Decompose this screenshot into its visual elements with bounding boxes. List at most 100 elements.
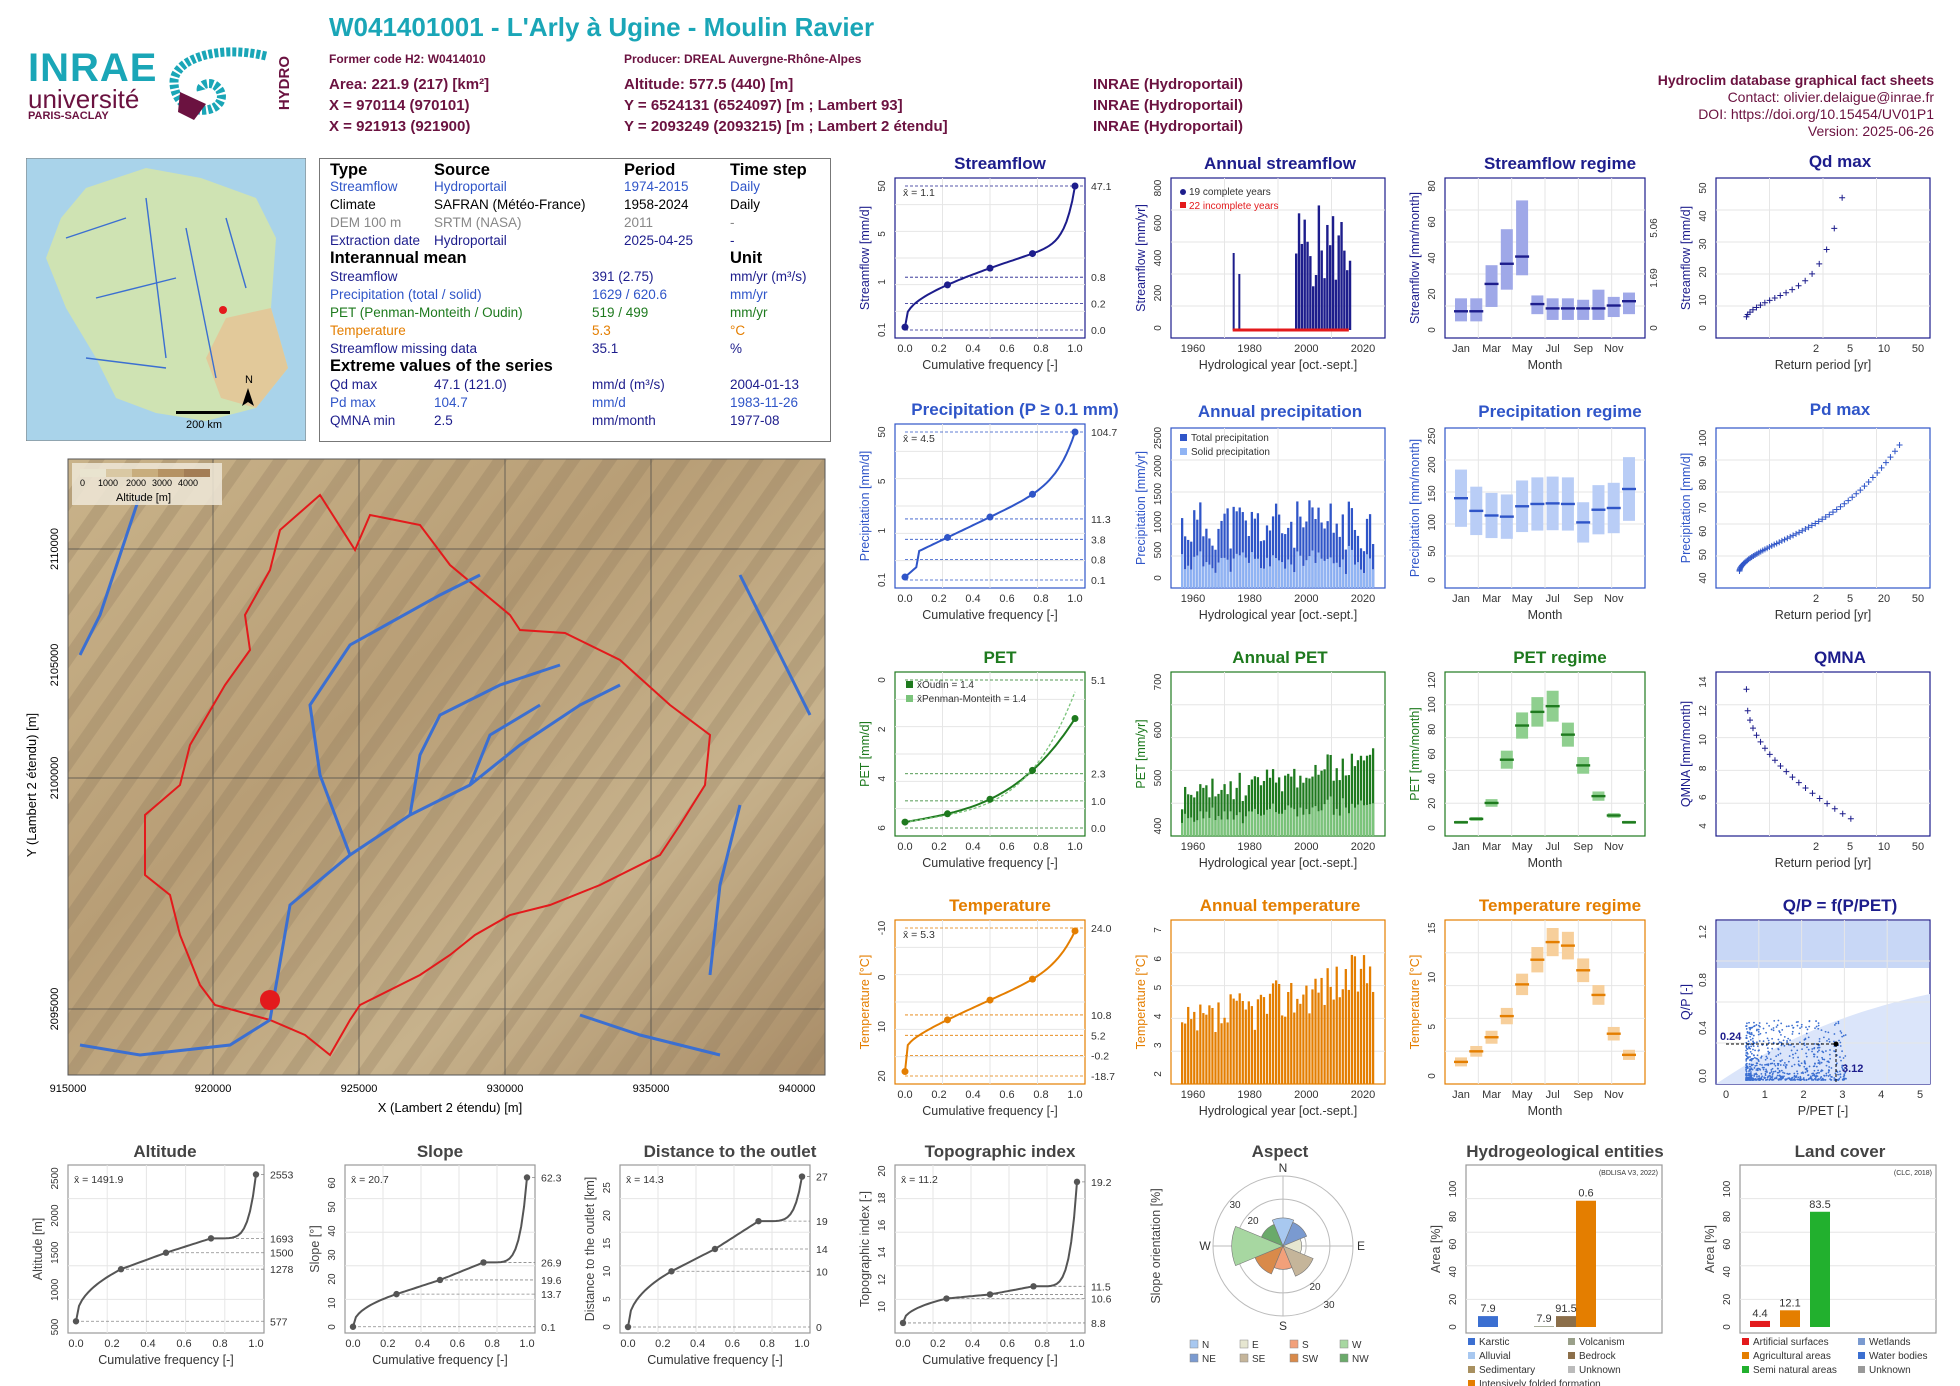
scatter-point [1827, 1071, 1830, 1074]
year-bar [1232, 799, 1235, 836]
legend-label: Unknown [1579, 1365, 1621, 1376]
y-tick: 20 [1722, 1293, 1733, 1305]
rose-sector [1261, 1224, 1284, 1247]
year-bar [1181, 809, 1184, 836]
scatter-point [1776, 1024, 1779, 1027]
scatter-point [1759, 1032, 1762, 1035]
x-axis-label: Cumulative frequency [-] [372, 1353, 507, 1367]
scatter-point [1789, 1078, 1792, 1081]
scatter-point [1746, 1022, 1748, 1025]
scatter-point [1801, 1048, 1803, 1051]
month-box [1607, 296, 1620, 318]
value-label: 7.9 [1480, 1303, 1495, 1315]
scatter-point [1797, 1060, 1800, 1063]
info-row-type: Streamflow [330, 179, 398, 194]
right-tick: 10.6 [1091, 1294, 1112, 1306]
y-tick: 20 [877, 1070, 888, 1082]
year-bar [1268, 530, 1272, 588]
year-bar [1235, 1000, 1238, 1084]
scatter-point [1805, 1052, 1807, 1055]
scatter-point [1830, 1075, 1833, 1078]
year-bar-solid [1278, 813, 1281, 836]
return-point [1841, 500, 1848, 507]
year-bar [1337, 235, 1340, 330]
x-axis-label: Cumulative frequency [-] [922, 1353, 1057, 1367]
scatter-point [1760, 1073, 1763, 1075]
scatter-point [1770, 1069, 1773, 1071]
year-bar-solid [1308, 814, 1311, 836]
y-axis-label: PET [mm/d] [858, 721, 872, 787]
scatter-point [1777, 1038, 1780, 1041]
year-bar [1293, 547, 1296, 588]
scatter-point [1833, 1040, 1835, 1043]
scatter-point [1747, 1074, 1750, 1077]
mean-unit: °C [730, 323, 746, 338]
info-row-period: 2011 [624, 215, 654, 230]
year-bar [1290, 521, 1293, 588]
scatter-point [1765, 1068, 1767, 1071]
legend-swatch [1180, 202, 1186, 208]
y-tick: 5 [877, 478, 888, 484]
year-bar [1181, 1022, 1184, 1084]
scatter-point [1828, 1069, 1831, 1072]
year-bar-solid [1320, 558, 1323, 588]
scatter-point [1810, 1077, 1813, 1080]
year-bar-solid [1329, 557, 1332, 588]
mean-label: x̄ = 14.3 [626, 1174, 664, 1186]
year-bar [1202, 536, 1205, 588]
scatter-point [1822, 1078, 1825, 1081]
scatter-point [1833, 1050, 1835, 1052]
scatter-point [1833, 1024, 1836, 1026]
year-bar [1348, 260, 1352, 330]
return-point [1819, 516, 1826, 523]
scatter-point [1751, 1058, 1754, 1060]
year-bar [1368, 514, 1372, 588]
mean-label: x̄ = 4.5 [903, 433, 935, 445]
year-bar [1220, 520, 1223, 588]
year-bar [1199, 1004, 1202, 1084]
y-tick: 800 [1153, 179, 1164, 196]
year-bar-solid [1332, 563, 1335, 588]
scatter-point [1820, 1079, 1823, 1081]
right-tick: 8.8 [1091, 1318, 1106, 1330]
year-bar-solid [1371, 803, 1375, 836]
scatter-point [1818, 1061, 1821, 1063]
y-tick: 50 [1698, 182, 1709, 194]
return-point [1787, 533, 1794, 540]
x-tick: Sep [1573, 343, 1593, 355]
year-bar [1211, 1007, 1214, 1084]
scatter-point [1791, 1024, 1794, 1027]
mean-label: Streamflow [330, 269, 398, 284]
altitude-legend: 0 1000 2000 3000 4000 Altitude [m] [80, 469, 210, 504]
x-tick: 10 [1878, 841, 1890, 853]
legend-label: NE [1202, 1354, 1216, 1365]
scatter-point [1748, 1063, 1751, 1065]
scatter-point [1762, 1078, 1765, 1081]
y-tick: 0 [1153, 325, 1164, 331]
return-point [1823, 246, 1830, 253]
extreme-value: 2.5 [434, 413, 453, 428]
x-axis-label: Return period [yr] [1775, 856, 1872, 870]
version: Version: 2025-06-26 [1807, 123, 1934, 139]
y-tick: 2 [877, 726, 888, 732]
year-bar-solid [1335, 562, 1338, 588]
quantile-point [901, 323, 909, 331]
y-axis-label: Streamflow [mm/month] [1408, 192, 1422, 324]
scatter-point [1821, 1058, 1824, 1061]
source-1: INRAE (Hydroportail) [1093, 76, 1243, 93]
scatter-point [1793, 1074, 1796, 1077]
scatter-point [1830, 1079, 1833, 1081]
year-bar [1217, 528, 1220, 588]
year-bar [1214, 1032, 1217, 1084]
year-bar [1323, 528, 1326, 588]
scatter-point [1781, 1059, 1783, 1062]
x-tick: 1960 [1181, 1089, 1205, 1101]
scatter-point [1745, 1037, 1748, 1039]
y-tick: 1000 [50, 1278, 61, 1301]
x-tick: 2 [1813, 841, 1819, 853]
scatter-point [1806, 1046, 1808, 1049]
x-tick: 2020 [1351, 343, 1375, 355]
year-bar [1302, 527, 1305, 588]
legend-label: Unknown [1869, 1365, 1911, 1376]
year-bar-solid [1308, 556, 1311, 588]
